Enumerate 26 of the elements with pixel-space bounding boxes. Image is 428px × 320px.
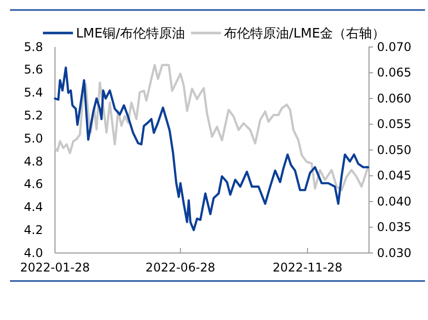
y-tick-label: 5.8 (24, 40, 43, 54)
y2-tick-label: 0.055 (377, 117, 412, 132)
y2-tick-label: 0.030 (377, 246, 412, 260)
y-tick-label: 5.4 (24, 86, 43, 100)
y-tick-label: 4.2 (24, 222, 43, 237)
y-tick-label: 4.8 (24, 154, 43, 168)
x-tick-label: 2022-06-28 (146, 260, 216, 275)
line-series (54, 66, 370, 232)
y-tick-label: 5.0 (24, 131, 43, 146)
y-tick-label: 5.2 (24, 108, 43, 123)
y-tick-label: 4.0 (24, 246, 43, 260)
y2-tick-label: 0.045 (377, 168, 412, 183)
y2-tick-label: 0.035 (377, 220, 412, 234)
legend-label: 布伦特原油/LME金（右轴） (224, 26, 386, 42)
y-tick-label: 4.6 (24, 177, 43, 192)
x-tick-label: 2022-01-28 (20, 260, 90, 275)
y2-tick-label: 0.060 (377, 91, 412, 106)
y-tick-label: 4.4 (24, 200, 43, 214)
legend-label: LME铜/布伦特原油 (76, 26, 185, 42)
y-tick-label: 5.6 (24, 62, 43, 77)
y2-tick-label: 0.065 (377, 66, 412, 80)
y2-tick-label: 0.070 (377, 40, 412, 54)
x-tick-label: 2022-11-28 (272, 260, 342, 275)
line-series (54, 64, 370, 192)
y2-tick-label: 0.040 (377, 194, 412, 208)
y2-tick-label: 0.050 (377, 142, 412, 157)
